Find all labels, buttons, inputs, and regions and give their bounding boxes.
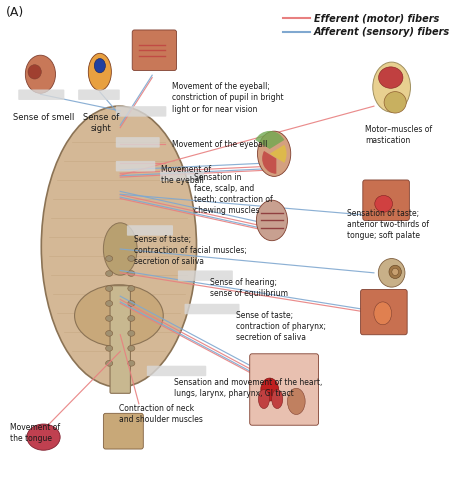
FancyBboxPatch shape — [160, 171, 204, 181]
Text: Movement of
the tongue: Movement of the tongue — [10, 423, 60, 443]
FancyBboxPatch shape — [78, 90, 120, 100]
Text: Sense of taste;
contraction of facial muscles;
secretion of saliva: Sense of taste; contraction of facial mu… — [135, 235, 247, 266]
Ellipse shape — [128, 301, 135, 306]
FancyBboxPatch shape — [127, 225, 173, 236]
FancyBboxPatch shape — [361, 289, 407, 335]
Text: Sense of smell: Sense of smell — [13, 114, 74, 122]
FancyBboxPatch shape — [184, 304, 239, 314]
Text: Afferent (sensory) fibers: Afferent (sensory) fibers — [314, 27, 450, 37]
FancyBboxPatch shape — [147, 365, 206, 376]
Ellipse shape — [389, 265, 401, 279]
Ellipse shape — [128, 256, 135, 262]
Ellipse shape — [128, 271, 135, 276]
Text: (A): (A) — [6, 6, 24, 19]
Ellipse shape — [373, 62, 410, 112]
FancyBboxPatch shape — [116, 106, 166, 116]
Ellipse shape — [106, 301, 113, 306]
Ellipse shape — [88, 53, 111, 91]
FancyBboxPatch shape — [103, 413, 143, 449]
Text: Sensation and movement of the heart,
lungs, larynx, pharynx, GI tract: Sensation and movement of the heart, lun… — [174, 377, 323, 398]
Ellipse shape — [374, 302, 392, 325]
Wedge shape — [255, 131, 284, 149]
Ellipse shape — [379, 67, 403, 88]
Text: Movement of the eyeball;
constriction of pupil in bright
light or for near visio: Movement of the eyeball; constriction of… — [172, 82, 284, 114]
Wedge shape — [270, 145, 287, 163]
Ellipse shape — [106, 271, 113, 276]
Ellipse shape — [128, 361, 135, 366]
Ellipse shape — [128, 316, 135, 321]
Ellipse shape — [106, 316, 113, 321]
FancyBboxPatch shape — [363, 180, 410, 220]
Text: Efferent (motor) fibers: Efferent (motor) fibers — [314, 13, 439, 23]
Ellipse shape — [261, 378, 279, 401]
Ellipse shape — [106, 361, 113, 366]
Ellipse shape — [258, 389, 269, 409]
Ellipse shape — [272, 389, 283, 409]
Text: Motor–muscles of
mastication: Motor–muscles of mastication — [365, 125, 432, 145]
Ellipse shape — [41, 106, 197, 387]
FancyBboxPatch shape — [116, 137, 160, 148]
FancyBboxPatch shape — [250, 354, 319, 425]
Text: Contraction of neck
and shoulder muscles: Contraction of neck and shoulder muscles — [119, 404, 203, 424]
Text: Sensation of taste;
anterior two-thirds of
tongue; soft palate: Sensation of taste; anterior two-thirds … — [347, 208, 429, 240]
Ellipse shape — [392, 268, 399, 275]
Ellipse shape — [378, 259, 405, 287]
Ellipse shape — [106, 285, 113, 291]
FancyBboxPatch shape — [132, 30, 176, 70]
Text: Movement of
the eyeball: Movement of the eyeball — [161, 165, 211, 185]
FancyBboxPatch shape — [178, 271, 233, 281]
Ellipse shape — [128, 345, 135, 351]
Ellipse shape — [74, 285, 163, 347]
Text: Sense of
sight: Sense of sight — [83, 114, 119, 133]
Ellipse shape — [106, 345, 113, 351]
Text: Sensation in
face, scalp, and
teeth; contraction of
chewing muscles: Sensation in face, scalp, and teeth; con… — [194, 173, 273, 215]
Ellipse shape — [106, 331, 113, 336]
Ellipse shape — [128, 285, 135, 291]
Ellipse shape — [103, 223, 137, 275]
Text: Sense of hearing;
sense of equilibrium: Sense of hearing; sense of equilibrium — [210, 278, 288, 297]
Ellipse shape — [384, 91, 406, 113]
Ellipse shape — [128, 331, 135, 336]
FancyBboxPatch shape — [116, 161, 155, 171]
Ellipse shape — [287, 388, 305, 414]
Wedge shape — [262, 151, 276, 174]
Text: Sense of taste;
contraction of pharynx;
secretion of saliva: Sense of taste; contraction of pharynx; … — [237, 311, 327, 342]
Ellipse shape — [106, 256, 113, 262]
Ellipse shape — [28, 65, 41, 79]
Text: Movement of the eyeball: Movement of the eyeball — [172, 140, 267, 149]
Ellipse shape — [257, 131, 291, 176]
FancyBboxPatch shape — [110, 285, 130, 393]
Ellipse shape — [25, 55, 55, 93]
Ellipse shape — [94, 58, 105, 73]
Ellipse shape — [256, 200, 287, 240]
FancyBboxPatch shape — [18, 90, 64, 100]
Ellipse shape — [375, 195, 392, 212]
Ellipse shape — [27, 424, 60, 450]
